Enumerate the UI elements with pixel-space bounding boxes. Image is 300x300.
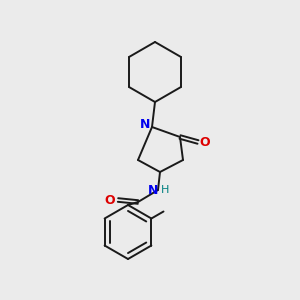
Text: O: O bbox=[105, 194, 115, 206]
Text: N: N bbox=[140, 118, 150, 130]
Text: H: H bbox=[161, 185, 169, 195]
Text: O: O bbox=[200, 136, 210, 148]
Text: N: N bbox=[148, 184, 158, 196]
